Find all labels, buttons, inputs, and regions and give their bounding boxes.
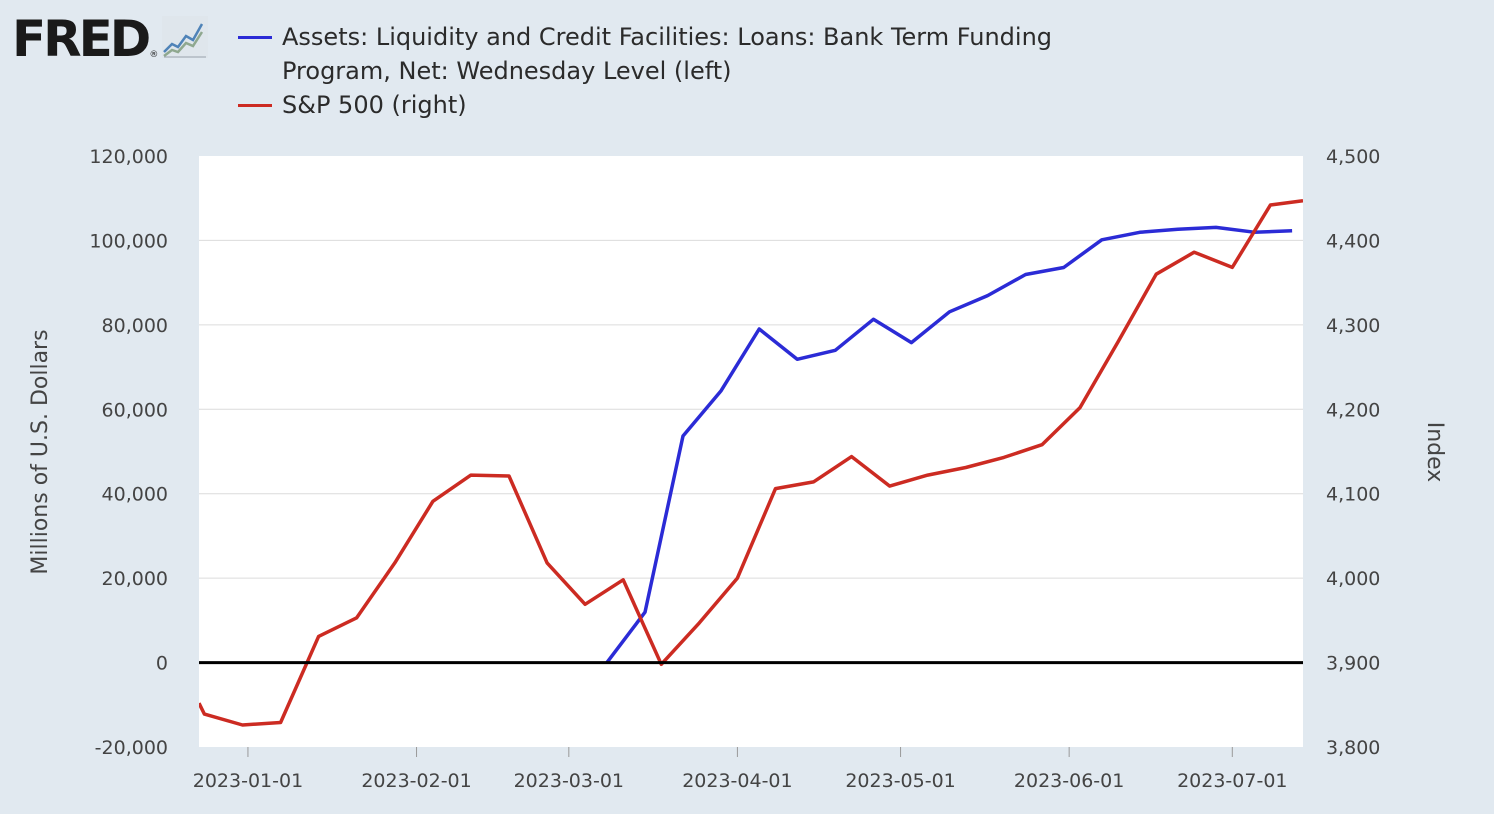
right-tick-label: 3,900 [1326, 653, 1380, 675]
right-tick-label: 4,500 [1326, 146, 1380, 168]
left-tick-label: 40,000 [102, 484, 168, 506]
x-tick-label: 2023-07-01 [1177, 770, 1287, 792]
legend-label-sp500: S&P 500 (right) [282, 91, 467, 119]
legend-item-btfp[interactable]: Assets: Liquidity and Credit Facilities:… [238, 20, 1142, 88]
legend-swatch-sp500 [238, 104, 272, 107]
right-axis-title: Index [1422, 422, 1447, 483]
left-tick-label: 120,000 [89, 146, 168, 168]
right-tick-label: 3,800 [1326, 737, 1380, 759]
legend-item-sp500[interactable]: S&P 500 (right) [238, 88, 1142, 122]
legend-swatch-btfp [238, 36, 272, 39]
logo-wordmark: FRED [12, 10, 151, 68]
x-tick-label: 2023-01-01 [193, 770, 303, 792]
right-tick-label: 4,400 [1326, 230, 1380, 252]
chart-legend: Assets: Liquidity and Credit Facilities:… [238, 20, 1142, 122]
right-tick-label: 4,000 [1326, 568, 1380, 590]
left-tick-label: -20,000 [95, 737, 168, 759]
left-axis-ticks: 120,000 100,000 80,000 60,000 40,000 20,000 0 -… [89, 146, 168, 759]
x-tick-label: 2023-05-01 [845, 770, 955, 792]
right-tick-label: 4,100 [1326, 484, 1380, 506]
series-line-sp500 [199, 198, 1303, 727]
legend-label-btfp: Assets: Liquidity and Credit Facilities:… [282, 23, 1053, 85]
left-tick-label: 100,000 [89, 230, 168, 252]
left-tick-label: 0 [156, 653, 168, 675]
left-tick-label: 80,000 [102, 315, 168, 337]
left-axis-title: Millions of U.S. Dollars [28, 329, 53, 574]
series-layer [199, 198, 1303, 727]
fred-logo[interactable]: FRED ® [12, 10, 209, 68]
right-tick-label: 4,200 [1326, 399, 1380, 421]
right-axis-ticks: 4,500 4,400 4,300 4,200 4,100 4,000 3,900 3,800 [1326, 146, 1380, 759]
x-tick-label: 2023-04-01 [682, 770, 792, 792]
left-tick-label: 20,000 [102, 568, 168, 590]
line-graph-icon [162, 16, 209, 58]
plot-area [199, 156, 1303, 747]
series-line-btfp [605, 225, 1293, 664]
right-tick-label: 4,300 [1326, 315, 1380, 337]
left-tick-label: 60,000 [102, 399, 168, 421]
x-axis-ticks: 2023-01-01 2023-02-01 2023-03-01 2023-04-01… [193, 747, 1288, 792]
x-tick-label: 2023-02-01 [361, 770, 471, 792]
x-tick-label: 2023-03-01 [514, 770, 624, 792]
x-tick-label: 2023-06-01 [1014, 770, 1124, 792]
registered-mark: ® [149, 50, 159, 60]
